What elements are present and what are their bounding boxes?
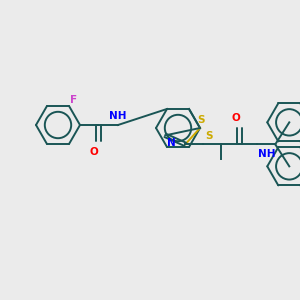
Text: S: S [197,115,205,125]
Text: O: O [90,147,98,157]
Text: N: N [167,138,176,148]
Text: NH: NH [109,111,127,121]
Text: S: S [205,131,213,141]
Text: F: F [70,95,77,105]
Text: NH: NH [258,149,276,159]
Text: O: O [232,113,241,123]
